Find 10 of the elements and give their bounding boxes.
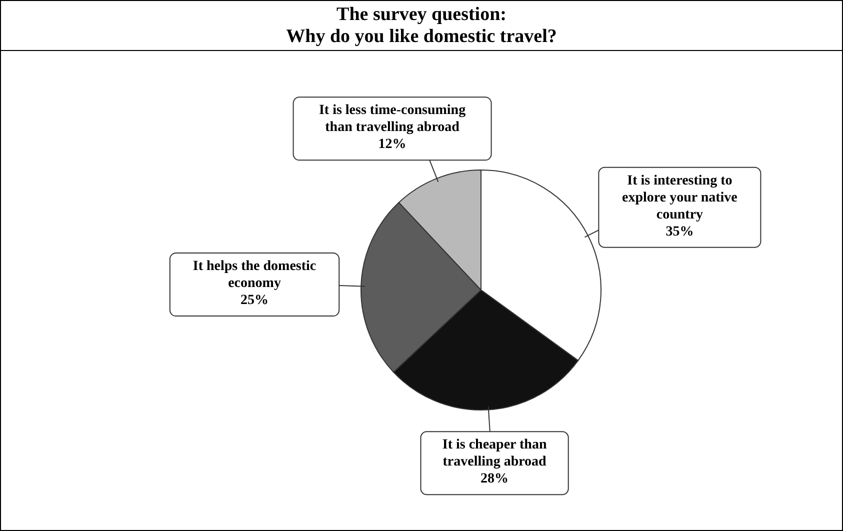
slice-label: It is less time-consuming than travelling abroad: [318, 103, 466, 136]
data-label: 12%: [378, 137, 406, 152]
chart-title: The survey question:: [336, 4, 508, 26]
slice-label: It is interesting to explore your native country: [622, 173, 738, 222]
data-label: 28%: [480, 472, 509, 487]
data-label: 25%: [240, 293, 269, 308]
chart-subtitle: Why do you like domestic travel?: [285, 26, 558, 48]
data-label: 35%: [666, 224, 694, 240]
slice-label: It helps the domestic economy: [192, 259, 316, 292]
slice-label: It is cheaper than travelling abroad: [442, 438, 547, 470]
